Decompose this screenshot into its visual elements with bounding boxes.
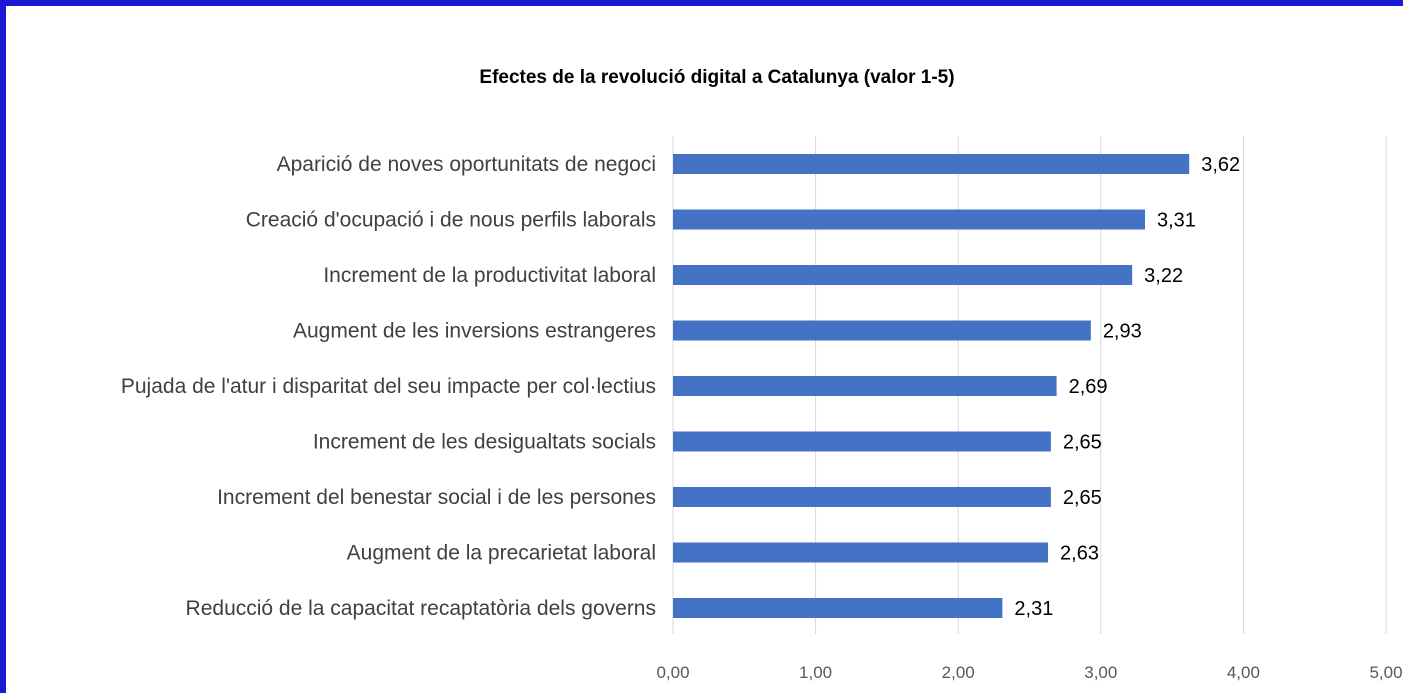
x-tick-label: 5,00 bbox=[1369, 663, 1402, 682]
category-label: Increment del benestar social i de les p… bbox=[217, 486, 656, 509]
x-axis-ticks: 0,00 1,00 2,00 3,00 4,00 5,00 bbox=[656, 663, 1402, 682]
value-label: 2,31 bbox=[1014, 598, 1053, 620]
bar bbox=[673, 598, 1003, 618]
value-label: 2,65 bbox=[1063, 487, 1102, 509]
value-labels: 3,62 3,31 3,22 2,93 2,69 2,65 2,65 2,63 2,31 bbox=[1014, 154, 1240, 620]
x-tick-label: 4,00 bbox=[1227, 663, 1260, 682]
bar bbox=[673, 487, 1051, 507]
bars bbox=[673, 154, 1190, 618]
category-label: Pujada de l'atur i disparitat del seu im… bbox=[121, 375, 656, 398]
value-label: 2,93 bbox=[1103, 321, 1142, 343]
bar bbox=[673, 154, 1190, 174]
category-label: Augment de les inversions estrangeres bbox=[293, 320, 656, 343]
category-label: Aparició de noves oportunitats de negoci bbox=[277, 153, 656, 176]
bar bbox=[673, 265, 1133, 285]
value-label: 3,31 bbox=[1157, 210, 1196, 232]
x-tick-label: 3,00 bbox=[1084, 663, 1117, 682]
category-label: Increment de la productivitat laboral bbox=[323, 264, 656, 287]
category-label: Increment de les desigualtats socials bbox=[313, 431, 656, 454]
bar bbox=[673, 320, 1091, 341]
bar bbox=[673, 209, 1146, 230]
x-tick-label: 1,00 bbox=[799, 663, 832, 682]
bar-chart: Efectes de la revolució digital a Catalu… bbox=[121, 67, 1403, 682]
chart-title: Efectes de la revolució digital a Catalu… bbox=[479, 67, 954, 88]
x-tick-label: 0,00 bbox=[656, 663, 689, 682]
value-label: 3,22 bbox=[1144, 265, 1183, 287]
category-label: Reducció de la capacitat recaptatòria de… bbox=[186, 597, 656, 620]
value-label: 2,65 bbox=[1063, 432, 1102, 454]
bar bbox=[673, 376, 1057, 396]
bar bbox=[673, 542, 1049, 563]
category-labels: Aparició de noves oportunitats de negoci… bbox=[121, 153, 656, 620]
bar bbox=[673, 431, 1051, 452]
category-label: Augment de la precarietat laboral bbox=[347, 542, 656, 565]
category-label: Creació d'ocupació i de nous perfils lab… bbox=[246, 209, 656, 232]
value-label: 3,62 bbox=[1201, 154, 1240, 176]
value-label: 2,63 bbox=[1060, 543, 1099, 565]
x-tick-label: 2,00 bbox=[942, 663, 975, 682]
value-label: 2,69 bbox=[1069, 376, 1108, 398]
